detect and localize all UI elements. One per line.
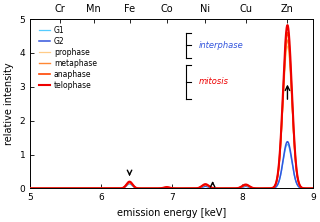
Legend: G1, G2, prophase, metaphase, anaphase, telophase: G1, G2, prophase, metaphase, anaphase, t… [37, 25, 98, 91]
Y-axis label: relative intensity: relative intensity [4, 62, 14, 145]
X-axis label: emission energy [keV]: emission energy [keV] [117, 208, 226, 218]
Text: interphase: interphase [198, 41, 243, 50]
Text: mitosis: mitosis [198, 77, 228, 86]
